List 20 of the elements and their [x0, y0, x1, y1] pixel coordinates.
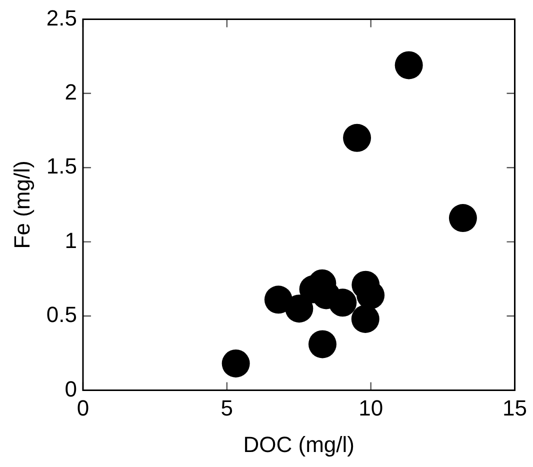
- x-axis-title: DOC (mg/l): [243, 432, 354, 457]
- point: [285, 294, 314, 323]
- y-tick-label: 2: [64, 79, 77, 104]
- point: [328, 288, 357, 317]
- point: [308, 330, 336, 358]
- y-tick-label: 0: [64, 376, 77, 402]
- y-axis-title: Fe (mg/l): [9, 160, 34, 249]
- point: [343, 124, 372, 152]
- point: [394, 51, 423, 80]
- y-tick-label: 2.5: [46, 5, 77, 30]
- x-tick-label: 5: [220, 395, 234, 420]
- point: [351, 304, 380, 333]
- point: [222, 349, 250, 378]
- x-tick-label: 15: [502, 395, 528, 420]
- y-tick-label: 1: [64, 228, 77, 253]
- x-tick-label: 10: [358, 395, 384, 420]
- point: [448, 204, 477, 232]
- y-tick-label: 0.5: [46, 302, 77, 328]
- y-tick-label: 1.5: [46, 154, 77, 179]
- point: [264, 286, 292, 314]
